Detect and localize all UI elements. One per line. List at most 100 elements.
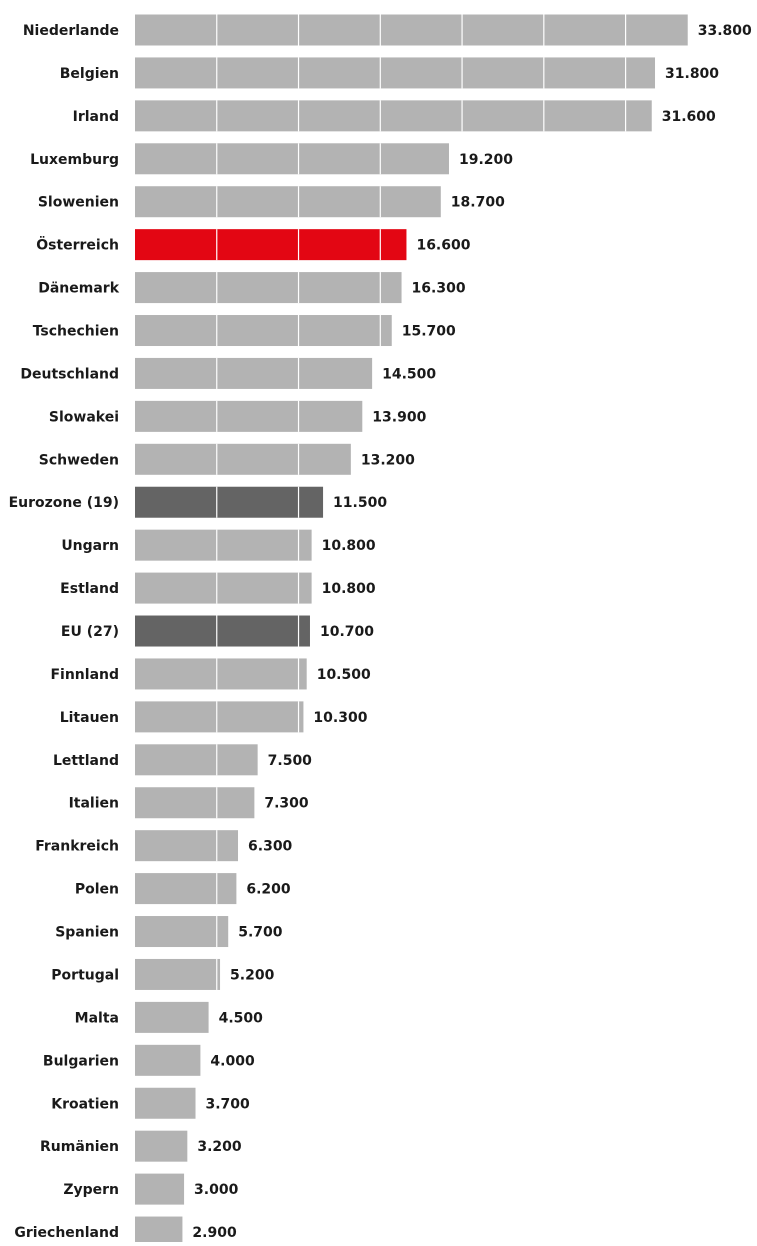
category-label-lettland: Lettland — [53, 753, 119, 769]
bar-row-malta: Malta 4.500 — [75, 1001, 264, 1033]
bar-row-zypern: Zypern 3.000 — [63, 1173, 239, 1205]
value-label-italien: 7.300 — [264, 796, 309, 812]
bar-row-danemark: Dänemark 16.300 — [38, 272, 466, 304]
category-label-belgien: Belgien — [60, 66, 119, 82]
bar-row-bulgarien: Bulgarien 4.000 — [43, 1044, 255, 1076]
category-label-estland: Estland — [60, 581, 119, 597]
bar-luxemburg — [135, 143, 449, 175]
bar-tschechien — [135, 315, 392, 347]
category-label-eurozone-19: Eurozone (19) — [9, 495, 119, 511]
value-label-litauen: 10.300 — [313, 710, 367, 726]
bar-row-frankreich: Frankreich 6.300 — [35, 830, 293, 862]
category-label-slowakei: Slowakei — [49, 409, 119, 425]
bar-row-niederlande: Niederlande 33.800 — [23, 14, 752, 46]
bar-row-osterreich: Österreich 16.600 — [36, 229, 471, 261]
bar-slowakei — [135, 400, 363, 432]
value-label-lettland: 7.500 — [268, 753, 313, 769]
value-label-danemark: 16.300 — [412, 281, 466, 297]
bar-row-schweden: Schweden 13.200 — [39, 443, 415, 475]
value-label-tschechien: 15.700 — [402, 324, 456, 340]
bar-eu-27 — [135, 615, 310, 647]
value-label-osterreich: 16.600 — [416, 238, 470, 254]
bar-kroatien — [135, 1087, 196, 1119]
bar-row-italien: Italien 7.300 — [69, 787, 309, 819]
bar-row-tschechien: Tschechien 15.700 — [33, 315, 456, 347]
category-label-danemark: Dänemark — [38, 281, 119, 297]
bar-row-litauen: Litauen 10.300 — [60, 701, 368, 733]
bar-ungarn — [135, 529, 312, 561]
bar-schweden — [135, 443, 351, 475]
value-label-luxemburg: 19.200 — [459, 152, 513, 168]
value-label-ungarn: 10.800 — [322, 538, 376, 554]
value-label-zypern: 3.000 — [194, 1182, 239, 1198]
category-label-irland: Irland — [73, 109, 119, 125]
value-label-deutschland: 14.500 — [382, 366, 436, 382]
bar-row-slowenien: Slowenien 18.700 — [38, 186, 505, 218]
value-label-niederlande: 33.800 — [698, 23, 752, 39]
bar-row-eu-27: EU (27) 10.700 — [61, 615, 374, 647]
category-label-litauen: Litauen — [60, 710, 119, 726]
value-label-rumanien: 3.200 — [197, 1139, 242, 1155]
value-label-irland: 31.600 — [662, 109, 716, 125]
category-label-zypern: Zypern — [63, 1182, 119, 1198]
bar-spanien — [135, 916, 229, 948]
bar-row-lettland: Lettland 7.500 — [53, 744, 313, 776]
category-label-tschechien: Tschechien — [33, 324, 119, 340]
category-label-kroatien: Kroatien — [51, 1096, 119, 1112]
bar-row-luxemburg: Luxemburg 19.200 — [30, 143, 513, 175]
bar-row-irland: Irland 31.600 — [73, 100, 716, 132]
bar-zypern — [135, 1173, 185, 1205]
bar-row-deutschland: Deutschland 14.500 — [20, 357, 436, 389]
value-label-schweden: 13.200 — [361, 452, 415, 468]
value-label-polen: 6.200 — [246, 882, 291, 898]
category-label-frankreich: Frankreich — [35, 839, 119, 855]
value-label-eurozone-19: 11.500 — [333, 495, 387, 511]
value-label-kroatien: 3.700 — [206, 1096, 251, 1112]
category-label-ungarn: Ungarn — [61, 538, 119, 554]
value-label-belgien: 31.800 — [665, 66, 719, 82]
bar-portugal — [135, 958, 221, 990]
value-label-slowakei: 13.900 — [372, 409, 426, 425]
category-label-schweden: Schweden — [39, 452, 119, 468]
bar-row-slowakei: Slowakei 13.900 — [49, 400, 427, 432]
bar-frankreich — [135, 830, 239, 862]
value-label-portugal: 5.200 — [230, 967, 275, 983]
value-label-slowenien: 18.700 — [451, 195, 505, 211]
category-label-bulgarien: Bulgarien — [43, 1053, 119, 1069]
bar-row-griechenland: Griechenland 2.900 — [14, 1216, 237, 1246]
bar-row-spanien: Spanien 5.700 — [55, 916, 283, 948]
category-label-slowenien: Slowenien — [38, 195, 119, 211]
category-label-deutschland: Deutschland — [20, 366, 119, 382]
bar-slowenien — [135, 186, 441, 218]
bar-polen — [135, 873, 237, 905]
value-label-spanien: 5.700 — [238, 925, 283, 941]
bar-row-polen: Polen 6.200 — [75, 873, 291, 905]
value-label-bulgarien: 4.000 — [210, 1053, 255, 1069]
bar-belgien — [135, 57, 656, 89]
bar-row-eurozone-19: Eurozone (19) 11.500 — [9, 486, 387, 518]
bar-finnland — [135, 658, 307, 690]
category-label-malta: Malta — [75, 1010, 119, 1026]
bar-row-estland: Estland 10.800 — [60, 572, 376, 604]
bar-row-portugal: Portugal 5.200 — [51, 958, 275, 990]
category-label-niederlande: Niederlande — [23, 23, 119, 39]
bar-row-finnland: Finnland 10.500 — [50, 658, 371, 690]
category-label-griechenland: Griechenland — [14, 1225, 119, 1241]
bar-osterreich — [135, 229, 407, 261]
category-label-finnland: Finnland — [50, 667, 119, 683]
category-label-portugal: Portugal — [51, 967, 119, 983]
bar-row-belgien: Belgien 31.800 — [60, 57, 719, 89]
value-label-eu-27: 10.700 — [320, 624, 374, 640]
value-label-malta: 4.500 — [219, 1010, 264, 1026]
category-label-osterreich: Österreich — [36, 236, 119, 254]
bar-italien — [135, 787, 255, 819]
bar-malta — [135, 1001, 209, 1033]
category-label-spanien: Spanien — [55, 925, 119, 941]
bar-niederlande — [135, 14, 688, 46]
bar-row-rumanien: Rumänien 3.200 — [40, 1130, 242, 1162]
bar-bulgarien — [135, 1044, 201, 1076]
value-label-estland: 10.800 — [322, 581, 376, 597]
bar-deutschland — [135, 357, 373, 389]
